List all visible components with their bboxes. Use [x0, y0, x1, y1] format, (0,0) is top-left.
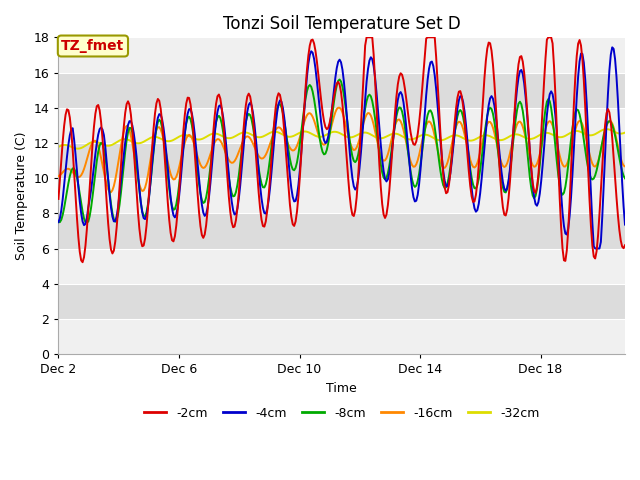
Bar	[58, 143, 625, 178]
Bar	[58, 72, 625, 108]
Bar	[58, 37, 625, 72]
Bar	[58, 108, 625, 143]
Text: TZ_fmet: TZ_fmet	[61, 39, 125, 53]
Y-axis label: Soil Temperature (C): Soil Temperature (C)	[15, 132, 28, 260]
Bar	[58, 284, 625, 319]
Bar	[58, 178, 625, 213]
Bar	[58, 249, 625, 284]
Title: Tonzi Soil Temperature Set D: Tonzi Soil Temperature Set D	[223, 15, 461, 33]
Bar	[58, 319, 625, 354]
Bar	[58, 213, 625, 249]
Legend: -2cm, -4cm, -8cm, -16cm, -32cm: -2cm, -4cm, -8cm, -16cm, -32cm	[139, 402, 545, 424]
X-axis label: Time: Time	[326, 382, 357, 395]
